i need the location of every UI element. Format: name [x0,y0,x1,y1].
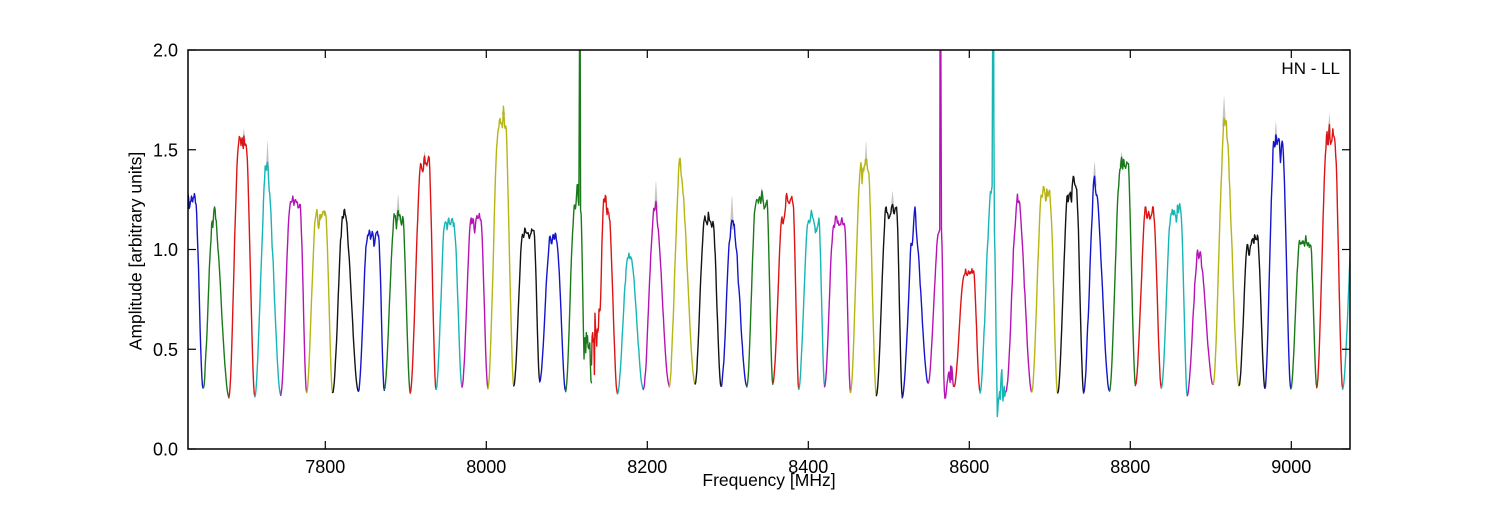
svg-text:1.0: 1.0 [153,240,178,260]
svg-text:0.0: 0.0 [153,440,178,460]
svg-text:1.5: 1.5 [153,140,178,160]
svg-text:0.5: 0.5 [153,340,178,360]
svg-text:2.0: 2.0 [153,41,178,61]
svg-text:HN - LL: HN - LL [1281,59,1340,78]
